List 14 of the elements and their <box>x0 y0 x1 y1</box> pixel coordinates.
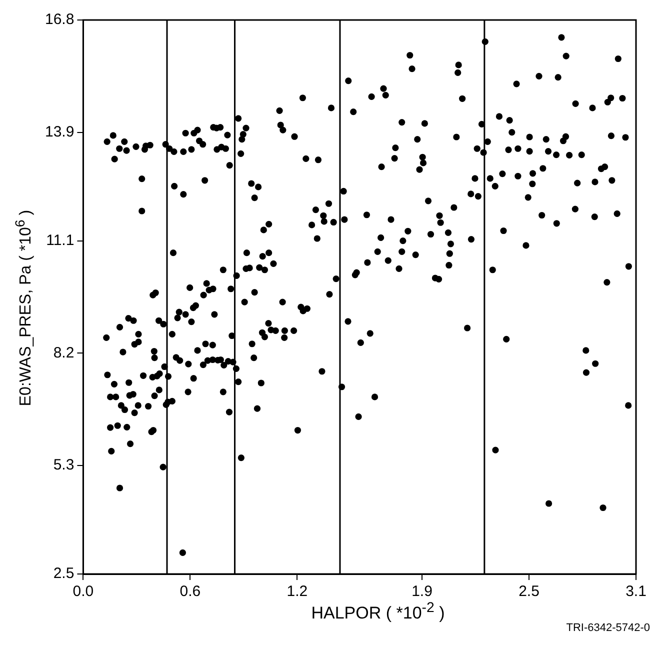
x-tick-label: 1.2 <box>286 583 308 600</box>
x-tick-label: 0.6 <box>180 583 201 600</box>
y-tick-label: 8.2 <box>53 344 74 362</box>
y-tick-label: 13.9 <box>44 123 74 140</box>
x-axis-title: HALPOR ( *10$^{-2}$ ) <box>310 600 446 624</box>
x-tick-label: 0.0 <box>72 583 94 600</box>
text: TRI-6342-5742-0 <box>566 622 650 634</box>
y-tick-label: 5.3 <box>53 456 74 474</box>
x-tick-label: 1.9 <box>412 583 432 600</box>
y-tick-label: 16.8 <box>44 11 74 28</box>
x-tick-label: 3.1 <box>626 583 646 600</box>
x-tick-label: 2.5 <box>518 583 540 600</box>
y-tick-label: 2.5 <box>53 565 74 582</box>
y-tick-label: 11.1 <box>46 232 74 249</box>
